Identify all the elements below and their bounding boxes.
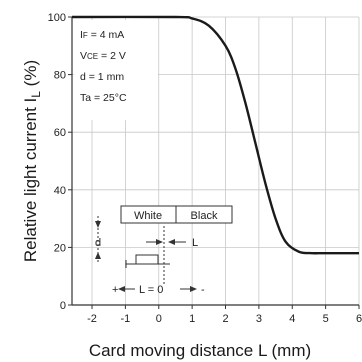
series [71,15,359,255]
d-arrow-bottom [95,252,101,259]
x-tick-label: 6 [356,313,362,325]
l-arrow-left-head [156,239,163,245]
y-tick-label: 80 [54,70,66,82]
x-axis-title: Card moving distance L (mm) [89,341,311,360]
y-tick-label: 100 [48,12,66,24]
card-black-label: Black [191,210,218,222]
condition-subscript: CE [87,52,98,61]
condition-value: = 2 V [98,50,126,62]
condition-symbol: Ta [80,92,91,104]
condition-line: d = 1 mm [80,71,124,83]
x-tick-label: -2 [87,313,97,325]
y-tick-label: 60 [54,127,66,139]
card-black-box [175,205,233,224]
condition-value: = 4 mA [88,29,124,41]
x-tick-label: 1 [189,313,195,325]
x-tick-label: 0 [156,313,162,325]
axes [68,16,360,309]
plus-arrow-head [118,286,125,292]
l-label: L [192,237,198,249]
y-axis-title: Relative light current IL (%) [21,60,43,262]
minus-arrow-head [190,286,197,292]
card-white-label: White [134,210,162,222]
condition-line: VCE = 2 V [80,50,126,62]
x-tick-label: 3 [256,313,262,325]
d-label: d [95,237,101,249]
sensor-body [135,254,159,265]
y-axis-title-unit: (%) [21,60,40,91]
y-axis-title-main: Relative light current I [21,98,40,262]
condition-symbol: V [80,50,87,62]
d-arrow-top [95,221,101,228]
plus-sign: + [112,284,118,296]
y-tick-label: 40 [54,185,66,197]
minus-sign: - [201,284,205,296]
condition-value: = 1 mm [86,71,124,83]
condition-symbol: d [80,71,86,83]
series-line [71,15,359,255]
measurement-diagram: White Black d L + L = 0 [95,205,233,296]
l-zero-label: L = 0 [139,284,163,296]
y-tick-label: 0 [60,300,66,312]
y-axis-title-sub: L [29,91,43,98]
x-tick-label: 2 [222,313,228,325]
condition-line: IF = 4 mA [80,29,124,41]
condition-value: = 25°C [91,92,127,104]
x-tick-label: 4 [289,313,295,325]
x-tick-label: 5 [323,313,329,325]
l-arrow-right-head [168,239,175,245]
conditions-background [74,20,158,120]
condition-subscript: F [83,31,88,40]
x-tick-label: -1 [121,313,131,325]
y-tick-label: 20 [54,242,66,254]
condition-symbol: I [80,29,83,41]
condition-line: Ta = 25°C [80,92,127,104]
